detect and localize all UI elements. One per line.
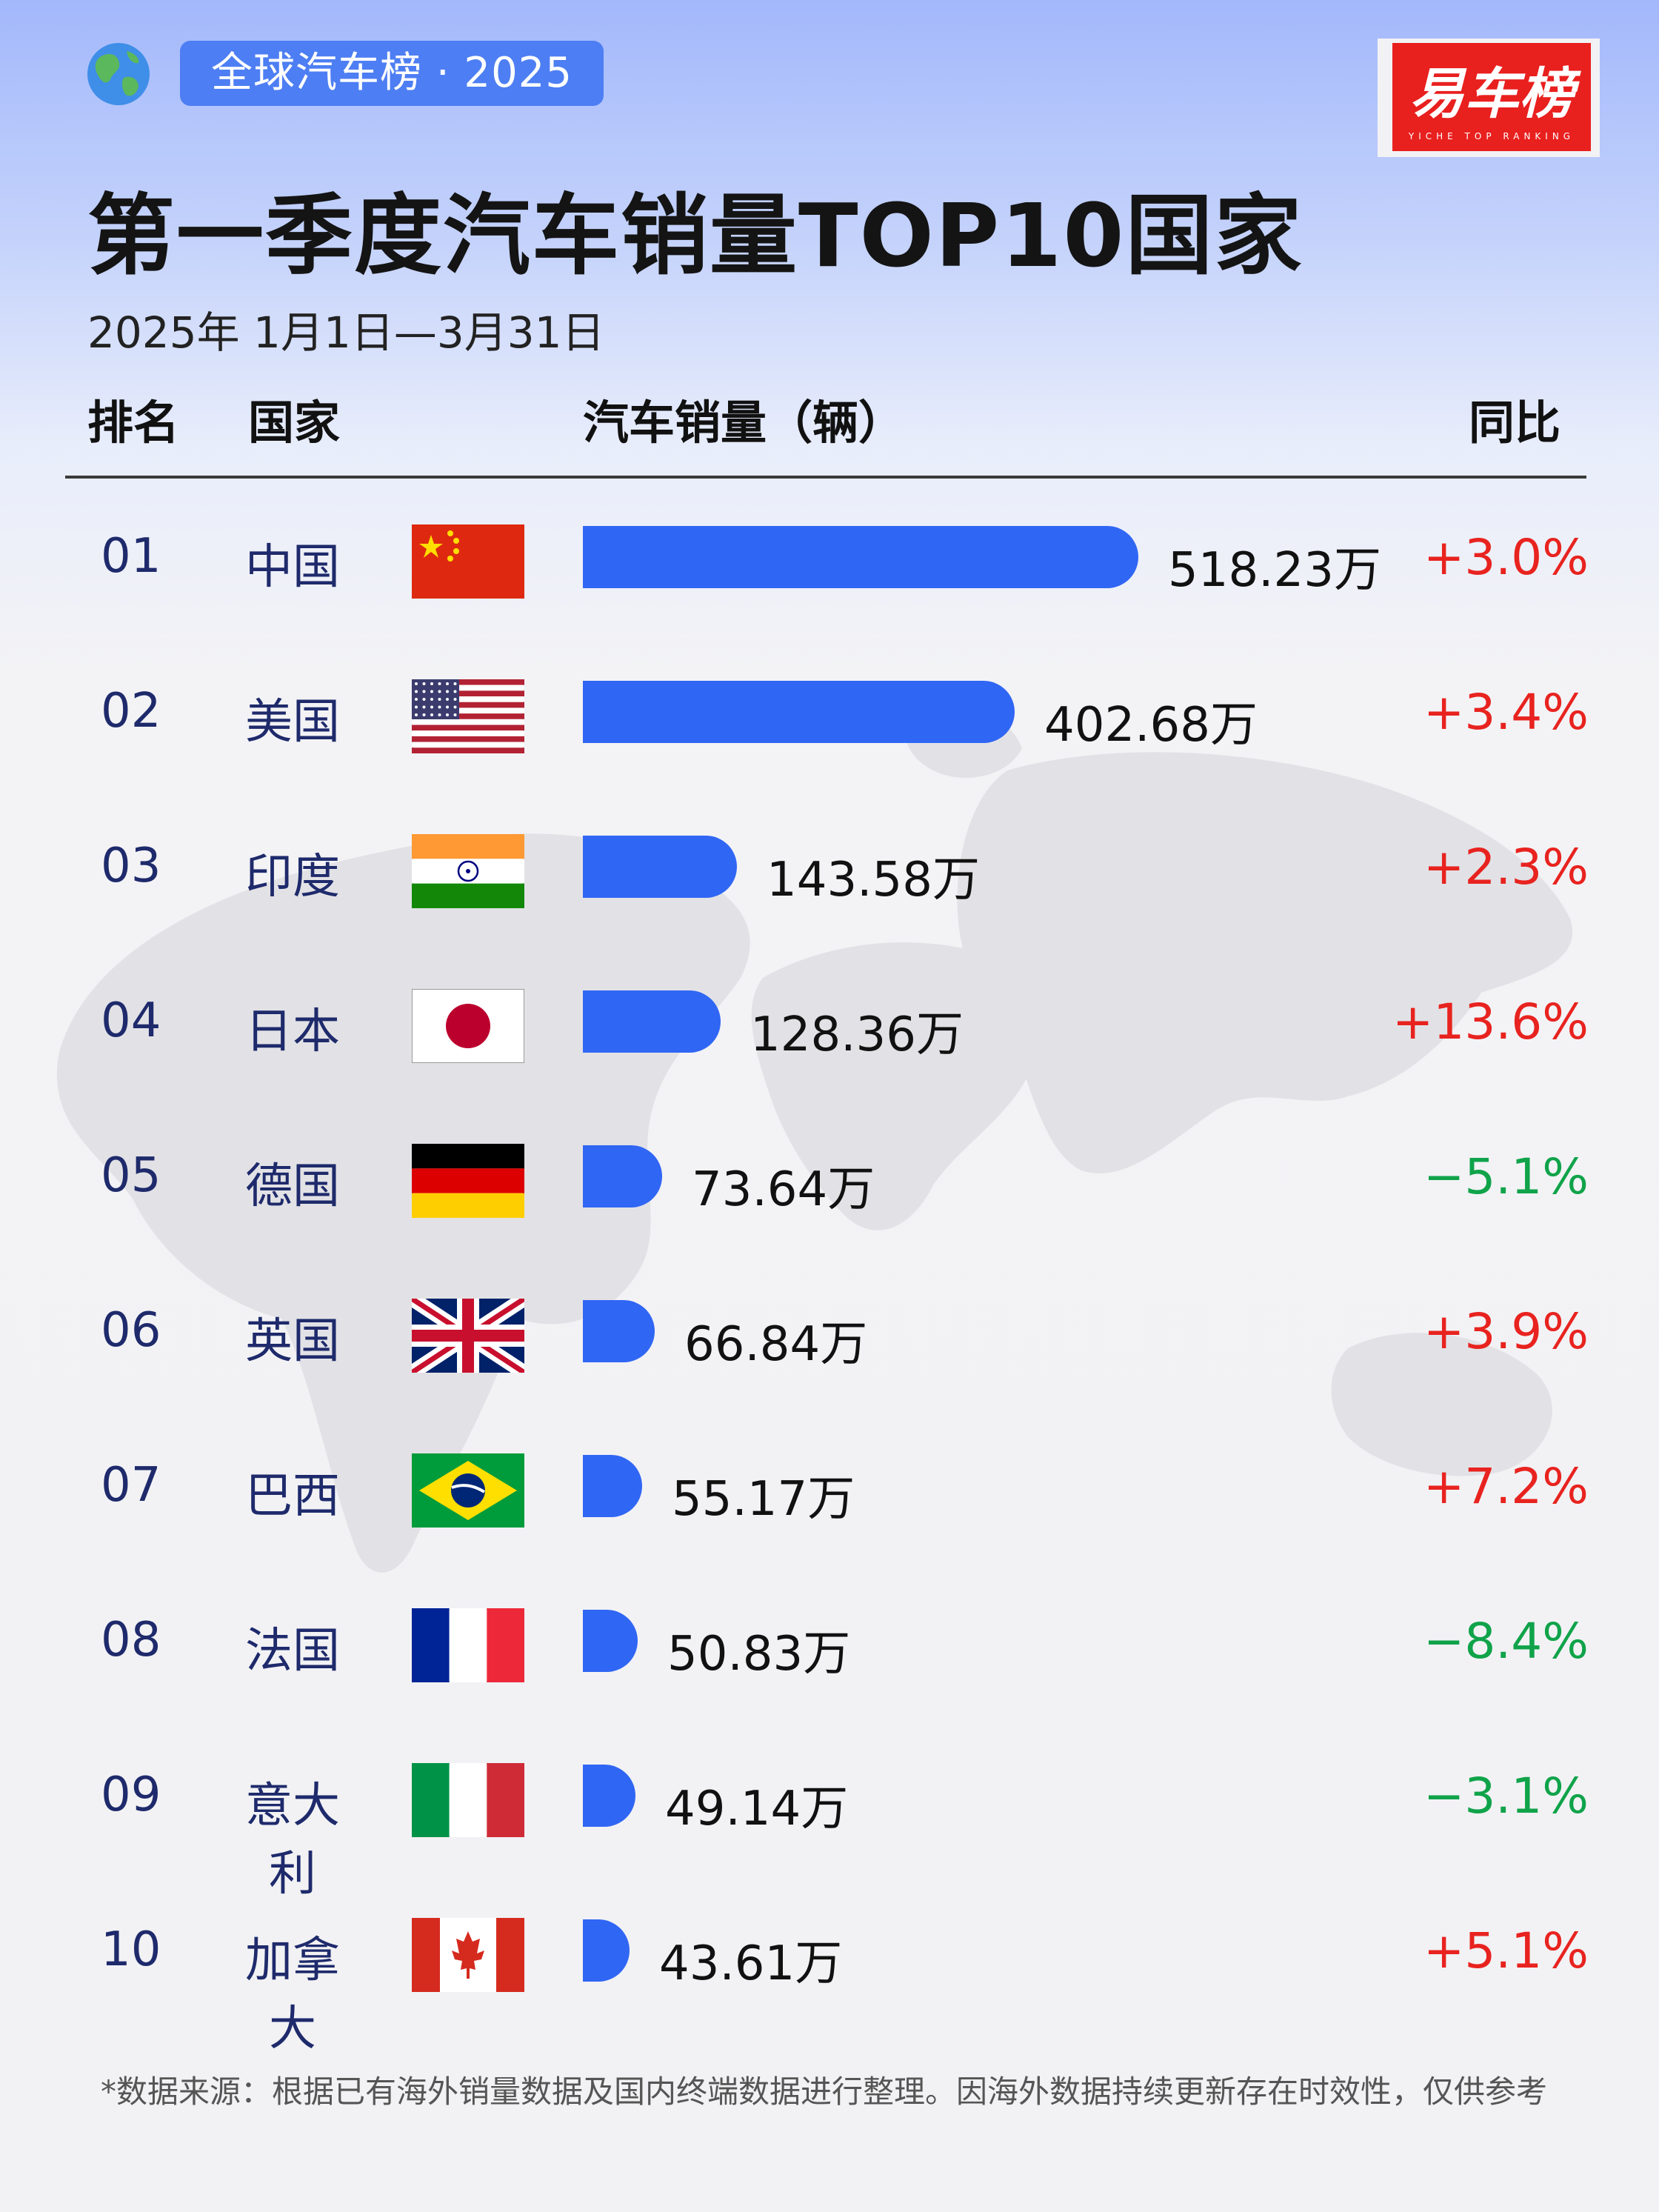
sales-bar: [583, 1610, 638, 1672]
brazil-flag: [412, 1453, 524, 1528]
svg-text:易车榜: 易车榜: [1409, 62, 1581, 126]
sales-value-label: 402.68万: [1044, 698, 1258, 753]
world-map-background: [56, 705, 1573, 1573]
rank-number: 08: [101, 1613, 161, 1668]
header-rank: 排名: [87, 396, 180, 450]
yoy-change: +2.3%: [1423, 839, 1589, 896]
ranking-row: 07 巴西 55.17万 +7.2%: [0, 1440, 1659, 1551]
sales-bar: [583, 681, 1015, 743]
yoy-change: +13.6%: [1392, 993, 1589, 1050]
svg-text:YICHE TOP RANKING: YICHE TOP RANKING: [1408, 131, 1575, 141]
sales-value-label: 66.84万: [684, 1317, 868, 1372]
sales-bar: [583, 1300, 655, 1362]
country-name: 日本: [245, 1005, 340, 1059]
yoy-change: +3.9%: [1423, 1303, 1589, 1360]
sales-value-label: 55.17万: [672, 1472, 855, 1527]
country-name: 美国: [245, 695, 340, 750]
date-range: 2025年 1月1日—3月31日: [87, 307, 605, 358]
china-flag: [412, 524, 524, 599]
globe-icon: [87, 43, 150, 105]
rank-number: 07: [101, 1458, 161, 1513]
country-name: 中国: [245, 540, 340, 595]
yoy-change: +3.0%: [1423, 529, 1589, 586]
yiche-logo: 易车榜 YICHE TOP RANKING: [1378, 39, 1600, 157]
sales-bar: [583, 1765, 635, 1827]
yoy-change: −3.1%: [1423, 1768, 1589, 1825]
uk-flag: [412, 1299, 524, 1373]
country-name: 巴西: [245, 1469, 340, 1524]
header-sales: 汽车销量（辆）: [583, 396, 905, 450]
ranking-row: 06 英国 66.84万 +3.9%: [0, 1285, 1659, 1396]
ranking-row: 10 加拿大 43.61万 +5.1%: [0, 1905, 1659, 2056]
india-flag: [412, 834, 524, 908]
rank-number: 10: [101, 1922, 161, 1977]
sales-value-label: 518.23万: [1168, 543, 1381, 598]
ranking-row: 08 法国 50.83万 −8.4%: [0, 1595, 1659, 1706]
italy-flag: [412, 1763, 524, 1837]
yoy-change: +5.1%: [1423, 1922, 1589, 1979]
sales-value-label: 73.64万: [692, 1162, 875, 1217]
rank-number: 03: [101, 839, 161, 893]
sales-value-label: 128.36万: [750, 1007, 964, 1062]
canada-flag: [412, 1918, 524, 1992]
yoy-change: +3.4%: [1423, 684, 1589, 741]
ranking-row: 09 意大利 49.14万 −3.1%: [0, 1750, 1659, 1902]
sales-value-label: 49.14万: [665, 1782, 849, 1836]
usa-flag: [412, 679, 524, 753]
ranking-row: 05 德国 73.64万 −5.1%: [0, 1130, 1659, 1242]
category-tag: 全球汽车榜 · 2025: [180, 41, 604, 106]
sales-bar: [583, 990, 721, 1053]
rank-number: 02: [101, 684, 161, 739]
rank-number: 04: [101, 993, 161, 1048]
country-name: 法国: [245, 1624, 340, 1679]
sales-bar: [583, 1145, 662, 1207]
ranking-row: 03 印度 143.58万 +2.3%: [0, 821, 1659, 932]
header-yoy: 同比: [1469, 396, 1561, 450]
yoy-change: −5.1%: [1423, 1148, 1589, 1205]
sales-bar: [583, 526, 1138, 588]
sales-bar: [583, 836, 737, 898]
footnote: *数据来源：根据已有海外销量数据及国内终端数据进行整理。因海外数据持续更新存在时…: [101, 2073, 1548, 2110]
sales-value-label: 50.83万: [667, 1627, 851, 1682]
sales-value-label: 143.58万: [767, 853, 980, 907]
rank-number: 09: [101, 1768, 161, 1822]
sales-bar: [583, 1919, 630, 1982]
rank-number: 05: [101, 1148, 161, 1203]
france-flag: [412, 1608, 524, 1682]
country-name: 加拿大: [245, 1933, 340, 2056]
ranking-row: 04 日本 128.36万 +13.6%: [0, 976, 1659, 1087]
country-name: 印度: [245, 850, 340, 905]
japan-flag: [412, 989, 524, 1063]
ranking-row: 01 中国 518.23万 +3.0%: [0, 511, 1659, 622]
page-title: 第一季度汽车销量TOP10国家: [87, 184, 1304, 287]
rank-number: 06: [101, 1303, 161, 1358]
header-country: 国家: [248, 396, 341, 450]
header-divider: [65, 476, 1586, 479]
sales-bar: [583, 1455, 642, 1517]
sales-value-label: 43.61万: [659, 1936, 843, 1991]
yoy-change: +7.2%: [1423, 1458, 1589, 1515]
country-name: 英国: [245, 1314, 340, 1369]
yoy-change: −8.4%: [1423, 1613, 1589, 1670]
country-name: 德国: [245, 1159, 340, 1214]
country-name: 意大利: [245, 1779, 340, 1902]
rank-number: 01: [101, 529, 161, 584]
ranking-row: 02 美国 402.68万 +3.4%: [0, 666, 1659, 777]
germany-flag: [412, 1144, 524, 1218]
